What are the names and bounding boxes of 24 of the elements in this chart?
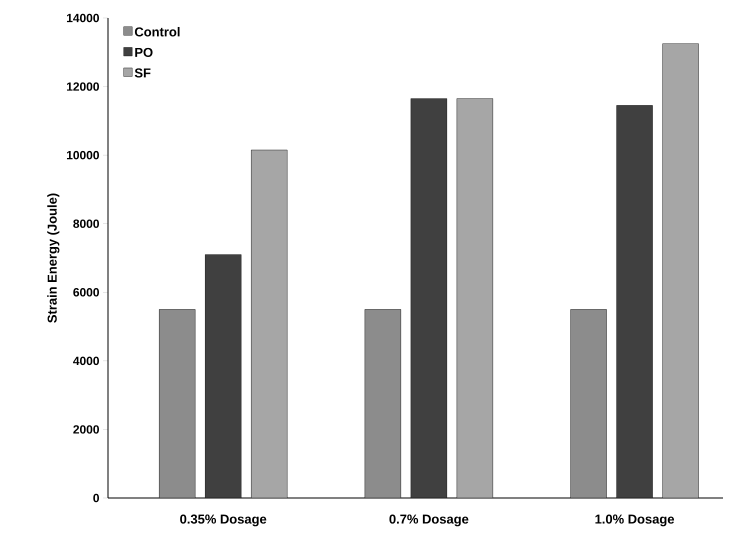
y-tick-label: 14000 [66, 14, 99, 22]
x-tick-label: 1.0% Dosage [595, 514, 674, 526]
legend-label: SF [134, 68, 150, 78]
y-tick-label: 8000 [73, 219, 99, 228]
bar [158, 309, 196, 498]
legend-label: Control [134, 26, 180, 36]
bar [250, 150, 288, 498]
y-tick-label: 4000 [73, 356, 99, 366]
y-axis-title: Strain Energy (Joule) [47, 194, 60, 323]
x-tick-label: 0.7% Dosage [389, 514, 468, 526]
bar [456, 98, 494, 498]
y-tick-label: 10000 [66, 150, 99, 160]
y-tick-label: 0 [93, 494, 99, 502]
y-tick-label: 6000 [73, 288, 99, 297]
bar [570, 309, 607, 498]
bar [204, 254, 242, 498]
legend-label: PO [135, 48, 153, 58]
y-tick-label: 12000 [66, 82, 99, 91]
y-tick-label: 2000 [73, 425, 99, 434]
bar [364, 309, 402, 498]
bar [662, 44, 699, 498]
x-tick-label: 0.35% Dosage [180, 514, 266, 526]
bar [616, 105, 653, 498]
bar [410, 98, 448, 498]
